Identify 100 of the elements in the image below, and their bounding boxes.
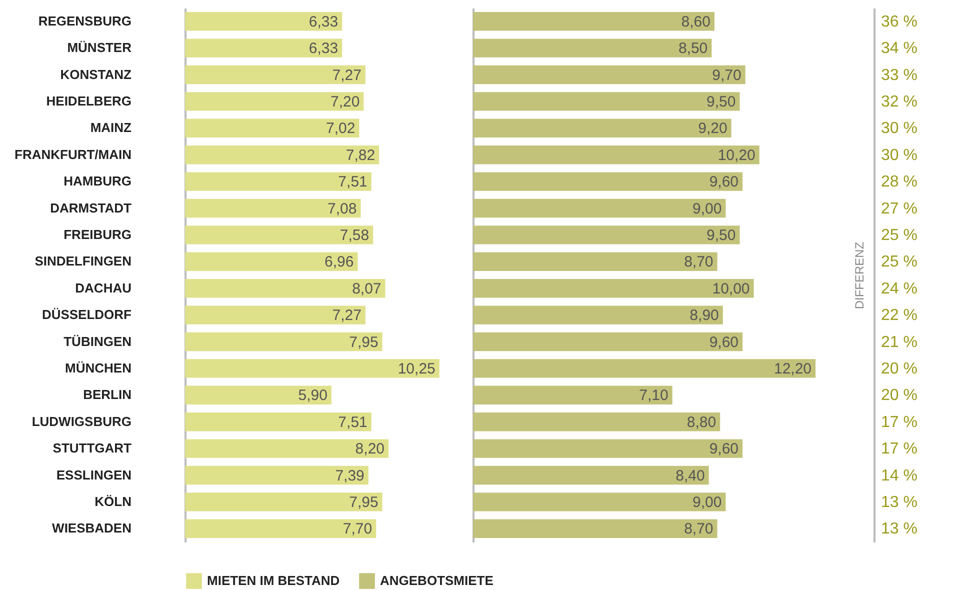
- data-label: 12,20: [774, 360, 812, 378]
- data-label: 14 %: [881, 467, 918, 484]
- data-label: 8,70: [684, 254, 714, 271]
- data-label: 7,27: [332, 66, 362, 84]
- bar: [185, 172, 372, 191]
- data-label: 7,10: [639, 387, 668, 404]
- bar: [473, 279, 754, 298]
- bar: [473, 439, 743, 458]
- bar: [473, 519, 718, 538]
- bar: [473, 252, 718, 271]
- bar: [473, 492, 726, 512]
- data-label: 25 %: [881, 254, 918, 271]
- data-label: 9,70: [712, 66, 742, 84]
- bar: [185, 12, 342, 31]
- data-label: 7,39: [335, 467, 364, 484]
- y-tick-label: MAINZ: [90, 120, 132, 136]
- data-label: 7,08: [328, 200, 357, 218]
- data-label: 10,00: [712, 280, 750, 298]
- bar: [185, 412, 372, 432]
- data-label: 7,95: [349, 494, 378, 511]
- data-label: 7,27: [332, 307, 362, 324]
- y-tick-label: SINDELFINGEN: [34, 254, 132, 269]
- data-label: 8,80: [686, 414, 716, 431]
- data-label: 33 %: [881, 66, 918, 84]
- y-tick-label: DÜSSELDORF: [42, 307, 132, 322]
- data-label: 5,90: [298, 387, 328, 404]
- data-label: 28 %: [881, 174, 918, 191]
- data-label: 8,20: [355, 440, 385, 458]
- legend-label: ANGEBOTSMIETE: [380, 573, 494, 588]
- data-label: 20 %: [881, 387, 918, 404]
- y-tick-label: REGENSBURG: [38, 13, 132, 28]
- data-label: 30 %: [881, 146, 918, 164]
- data-label: 9,00: [692, 494, 722, 511]
- y-tick-label: ESSLINGEN: [56, 467, 132, 482]
- data-label: 22 %: [881, 307, 918, 324]
- y-tick-label: BERLIN: [83, 387, 132, 402]
- bar: [185, 198, 361, 218]
- data-label: 21 %: [881, 334, 918, 351]
- bar: [185, 519, 376, 538]
- bar: [185, 65, 366, 84]
- bar: [473, 65, 746, 84]
- data-label: 7,82: [346, 146, 376, 164]
- bar: [473, 146, 760, 164]
- y-tick-label: DARMSTADT: [50, 200, 132, 216]
- bar: [473, 332, 743, 352]
- y-tick-label: LUDWIGSBURG: [32, 414, 132, 429]
- data-label: 36 %: [881, 13, 918, 30]
- bar: [473, 359, 816, 378]
- bar: [185, 92, 364, 111]
- data-label: 9,50: [706, 226, 736, 244]
- bar: [185, 386, 332, 404]
- bar: [473, 38, 712, 58]
- legend-label: MIETEN IM BESTAND: [207, 573, 340, 588]
- bar: [473, 226, 740, 244]
- data-label: 7,58: [340, 226, 370, 244]
- data-label: 8,70: [684, 520, 714, 538]
- bar: [185, 466, 368, 485]
- bar: [185, 252, 358, 271]
- data-label: 10,25: [398, 360, 436, 378]
- data-label: 32 %: [881, 93, 918, 110]
- data-label: 10,20: [718, 146, 756, 164]
- y-tick-label: FREIBURG: [64, 226, 132, 242]
- y-tick-label: KÖLN: [94, 494, 132, 509]
- data-label: 6,96: [324, 254, 354, 271]
- bar: [185, 146, 380, 164]
- y-tick-label: HAMBURG: [64, 174, 132, 189]
- y-tick-label: FRANKFURT/MAIN: [14, 146, 132, 162]
- y-tick-label: HEIDELBERG: [46, 93, 132, 108]
- data-label: 7,02: [326, 120, 356, 138]
- bar: [473, 198, 726, 218]
- data-label: 8,40: [676, 467, 705, 484]
- data-label: 9,60: [709, 334, 739, 351]
- y-tick-label: WIESBADEN: [52, 520, 132, 536]
- data-label: 9,60: [709, 440, 739, 458]
- data-label: 24 %: [881, 280, 918, 298]
- y-tick-label: TÜBINGEN: [64, 334, 132, 349]
- data-label: 6,33: [308, 13, 338, 30]
- y-tick-label: DACHAU: [75, 280, 132, 296]
- data-label: 25 %: [881, 226, 918, 244]
- data-label: 7,20: [330, 93, 360, 110]
- bar: [185, 226, 374, 244]
- data-label: 9,60: [709, 174, 739, 191]
- data-label: 9,50: [706, 93, 736, 110]
- data-label: 7,51: [338, 174, 368, 191]
- data-label: 9,00: [692, 200, 722, 218]
- y-tick-label: MÜNCHEN: [65, 360, 132, 376]
- data-label: 8,90: [690, 307, 719, 324]
- y-tick-label: MÜNSTER: [67, 40, 132, 56]
- bar: [185, 332, 382, 352]
- bar: [473, 412, 720, 432]
- y-tick-label: KONSTANZ: [60, 66, 132, 82]
- bar: [473, 118, 732, 138]
- data-label: 7,95: [349, 334, 378, 351]
- bar: [473, 306, 723, 324]
- data-label: 9,20: [698, 120, 728, 138]
- data-label: 6,33: [308, 40, 338, 58]
- bar: [185, 279, 386, 298]
- data-label: 30 %: [881, 120, 918, 138]
- bar: [473, 466, 709, 485]
- data-label: 8,50: [678, 40, 708, 58]
